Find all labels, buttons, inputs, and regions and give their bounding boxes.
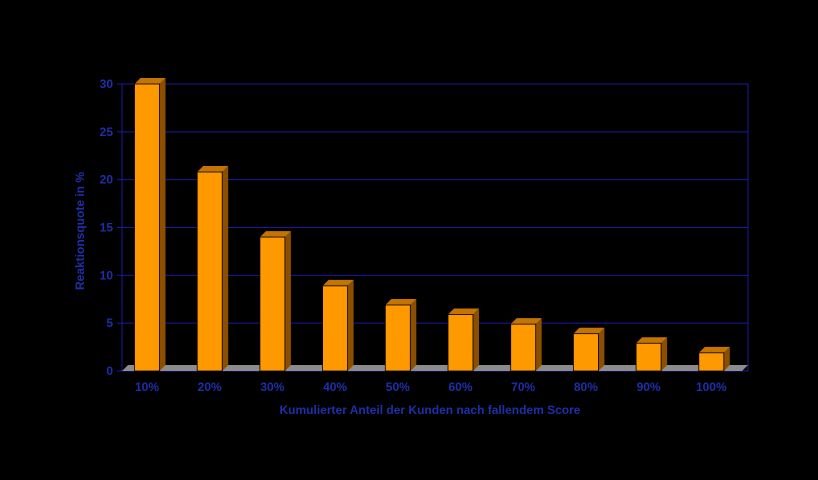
x-tick-label: 100% bbox=[696, 380, 727, 394]
bar-front-face bbox=[447, 314, 474, 372]
bar-side-face bbox=[598, 327, 605, 371]
bar bbox=[510, 318, 542, 372]
y-tick-label: 0 bbox=[106, 364, 113, 378]
x-tick-label: 10% bbox=[135, 380, 159, 394]
y-tick-label: 30 bbox=[100, 77, 114, 91]
bar-front-face bbox=[698, 352, 725, 372]
x-tick-label: 20% bbox=[198, 380, 222, 394]
bar-top-face bbox=[259, 231, 291, 238]
y-tick-labels: 0 5 10 15 20 25 30 bbox=[100, 77, 114, 378]
y-tick-label: 20 bbox=[100, 173, 114, 187]
bar-side-face bbox=[159, 78, 166, 371]
bar-front-face bbox=[134, 83, 160, 372]
bar-front-face bbox=[635, 342, 662, 372]
bar-front-face bbox=[573, 333, 599, 372]
bar bbox=[635, 337, 668, 372]
y-tick-label: 25 bbox=[100, 125, 114, 139]
bar-side-face bbox=[661, 337, 668, 371]
bar-side-face bbox=[473, 308, 479, 371]
x-tick-labels: 10% 20% 30% 40% 50% 60% 70% 80% 90% 100% bbox=[135, 380, 727, 394]
bar-front-face bbox=[510, 323, 537, 372]
bar bbox=[259, 231, 291, 372]
bar-side-face bbox=[222, 166, 229, 371]
bar-top-face bbox=[510, 318, 542, 325]
x-tick-label: 60% bbox=[448, 380, 472, 394]
bar-side-face bbox=[535, 318, 542, 371]
bar-front-face bbox=[384, 304, 411, 372]
bar-top-face bbox=[197, 166, 229, 173]
y-tick-label: 5 bbox=[106, 316, 113, 330]
x-tick-label: 50% bbox=[386, 380, 410, 394]
bar-front-face bbox=[322, 285, 349, 372]
bar-side-face bbox=[723, 346, 730, 371]
bar bbox=[196, 166, 229, 372]
bar-top-face bbox=[322, 279, 354, 286]
y-axis-title: Reaktionsquote in % bbox=[73, 172, 87, 290]
bar-side-face bbox=[347, 279, 354, 371]
bar-front-face bbox=[196, 171, 223, 372]
bar-front-face bbox=[259, 236, 286, 372]
bar-top-face bbox=[134, 78, 166, 84]
bar-top-face bbox=[636, 337, 668, 344]
x-tick-label: 90% bbox=[637, 380, 661, 394]
bar-top-face bbox=[573, 327, 605, 334]
x-tick-label: 30% bbox=[260, 380, 284, 394]
x-tick-label: 40% bbox=[323, 380, 347, 394]
bar bbox=[698, 346, 730, 372]
bar bbox=[134, 78, 166, 372]
bar bbox=[447, 308, 479, 372]
bar bbox=[322, 279, 354, 372]
y-tick-label: 10 bbox=[100, 268, 114, 282]
bar-side-face bbox=[284, 231, 291, 371]
bar-top-face bbox=[448, 308, 479, 315]
bars-layer bbox=[134, 78, 730, 372]
bar-side-face bbox=[410, 298, 417, 371]
bar-top-face bbox=[698, 346, 730, 353]
x-tick-label: 80% bbox=[574, 380, 598, 394]
x-tick-label: 70% bbox=[511, 380, 535, 394]
y-tick-label: 15 bbox=[100, 221, 114, 235]
x-axis-title: Kumulierter Anteil der Kunden nach falle… bbox=[280, 403, 581, 417]
bar bbox=[384, 298, 417, 372]
bar-top-face bbox=[385, 298, 417, 305]
bar bbox=[573, 327, 605, 372]
